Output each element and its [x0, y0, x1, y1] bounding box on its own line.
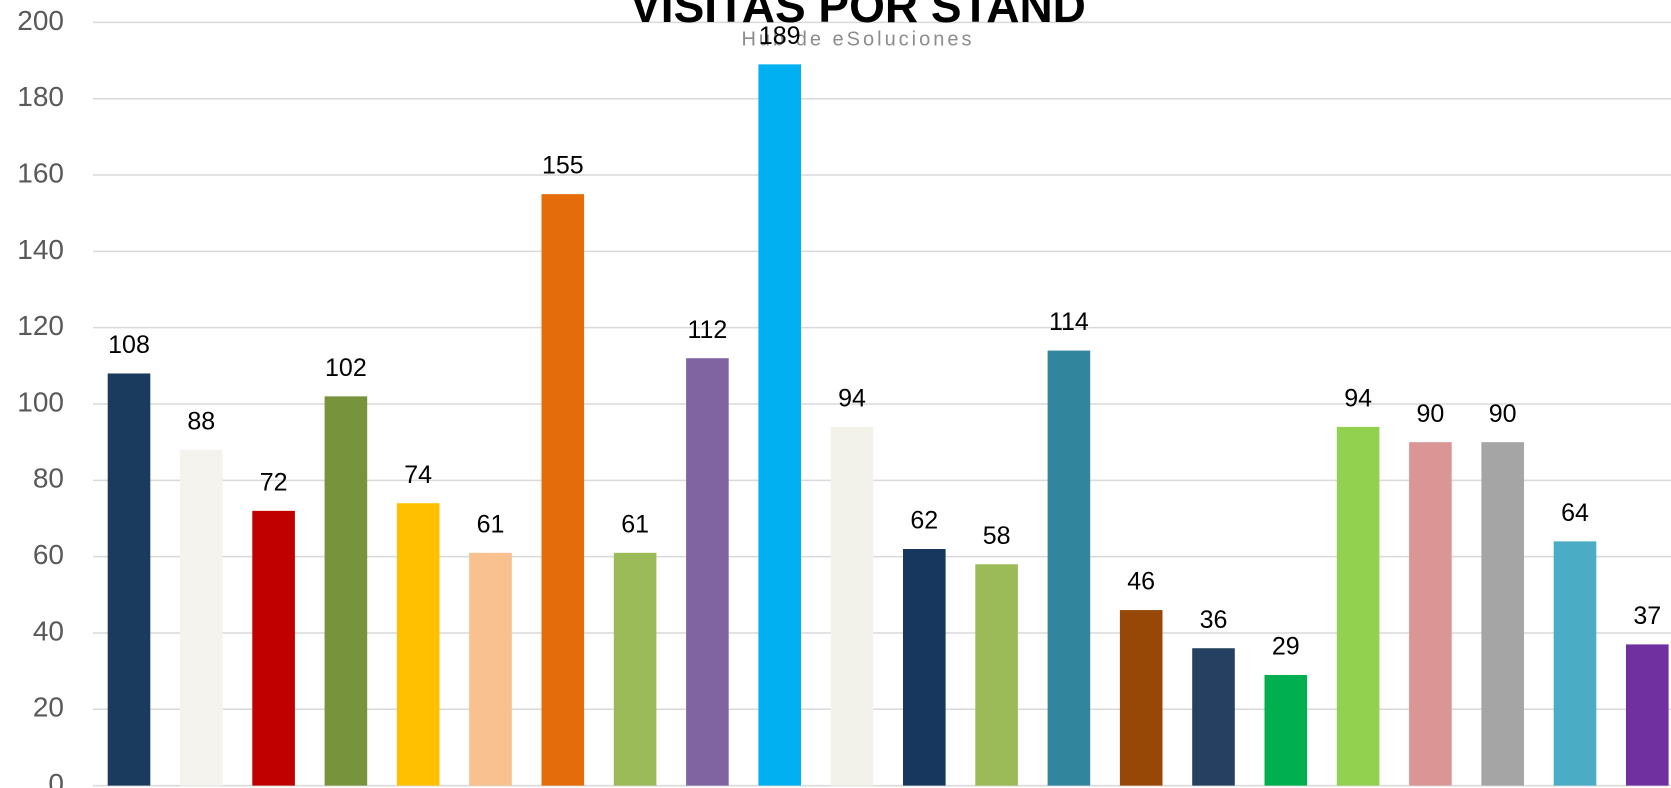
bar [180, 449, 223, 786]
data-label: 29 [1272, 633, 1300, 661]
data-label: 112 [687, 316, 727, 344]
data-label: 108 [108, 331, 150, 359]
y-tick-label: 180 [17, 81, 64, 112]
data-label: 189 [759, 22, 801, 50]
bar [613, 552, 657, 786]
chart-subtitle: Hub de eSoluciones [741, 28, 974, 50]
data-label: 90 [1416, 400, 1444, 428]
bar [396, 503, 440, 786]
bar [758, 64, 801, 786]
data-label: 61 [477, 510, 505, 538]
y-tick-label: 160 [17, 157, 64, 188]
bar [1626, 644, 1669, 786]
bar [541, 194, 585, 786]
y-tick-label: 100 [17, 386, 64, 417]
data-label: 88 [187, 407, 215, 435]
bar [1192, 648, 1235, 786]
y-tick-label: 60 [33, 539, 64, 570]
data-label: 155 [542, 152, 584, 180]
bar [903, 549, 946, 786]
y-tick-label: 40 [33, 615, 64, 646]
data-label: 58 [983, 522, 1011, 550]
y-tick-label: 20 [33, 692, 64, 723]
data-label: 61 [621, 510, 649, 538]
data-label: 64 [1561, 499, 1589, 527]
data-label: 102 [325, 354, 367, 382]
data-label: 90 [1489, 400, 1517, 428]
y-tick-label: 0 [48, 768, 64, 788]
bar [1553, 541, 1597, 786]
bar [686, 358, 729, 786]
bar [469, 552, 512, 786]
bar [1119, 610, 1163, 786]
data-label: 37 [1633, 602, 1661, 630]
data-label: 94 [1344, 385, 1372, 413]
data-label: 74 [404, 461, 432, 489]
bar [1047, 350, 1091, 786]
y-tick-label: 120 [17, 310, 64, 341]
bar [107, 373, 151, 786]
data-label: 114 [1049, 308, 1089, 336]
y-tick-label: 200 [17, 5, 64, 36]
bar [975, 564, 1018, 786]
data-label: 36 [1200, 606, 1228, 634]
data-label: 46 [1127, 568, 1155, 596]
bar [1264, 674, 1308, 786]
chart-title: VISITAS POR STAND [630, 0, 1086, 32]
data-label: 72 [260, 468, 288, 496]
bar [324, 396, 368, 786]
bar [1336, 426, 1380, 786]
data-label: 62 [910, 507, 938, 535]
y-tick-label: 140 [17, 234, 64, 265]
bar [830, 426, 874, 786]
bar [1481, 442, 1524, 786]
data-label: 94 [838, 385, 866, 413]
bar [1409, 442, 1452, 786]
bar [252, 510, 295, 786]
y-tick-label: 80 [33, 463, 64, 494]
